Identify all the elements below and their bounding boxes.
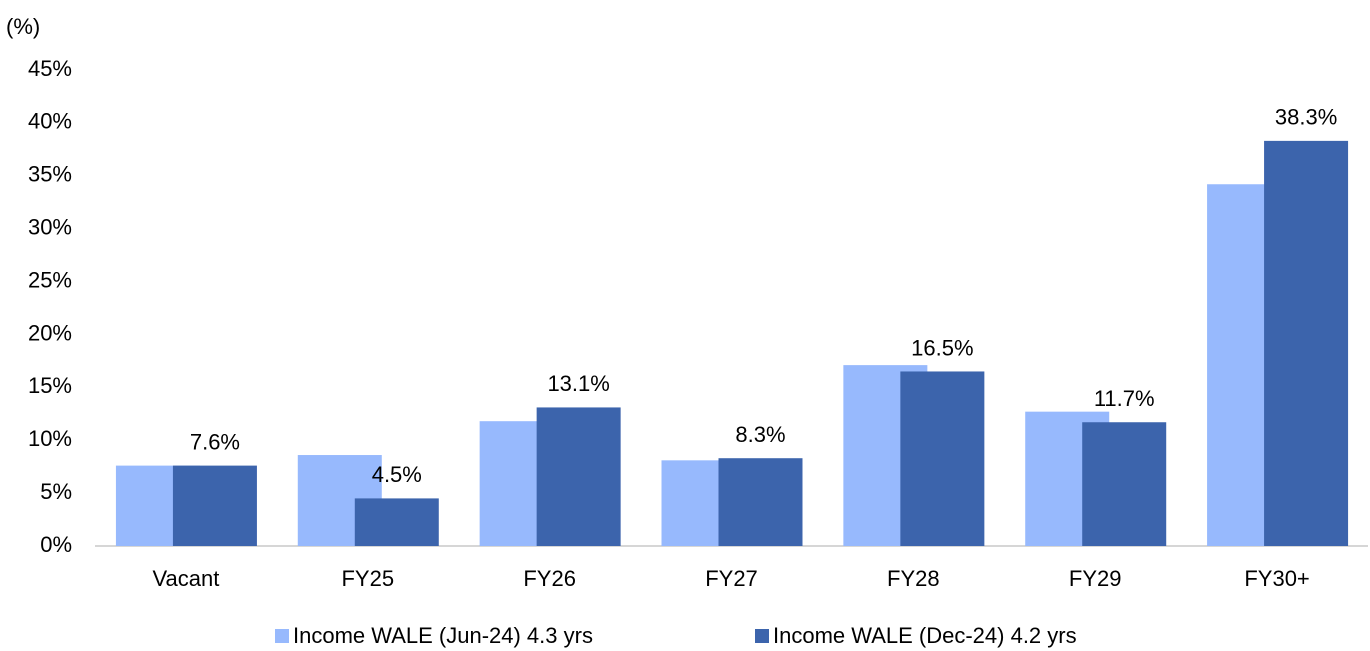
y-tick-label: 20% <box>28 320 72 345</box>
data-label: 7.6% <box>190 429 240 454</box>
bar <box>1082 422 1167 546</box>
bar <box>1264 140 1349 547</box>
x-tick-label: FY27 <box>705 566 758 591</box>
bar <box>536 407 621 546</box>
y-tick-label: 10% <box>28 426 72 451</box>
legend-swatch <box>755 629 769 643</box>
data-label: 11.7% <box>1094 386 1155 411</box>
data-label: 13.1% <box>547 371 609 396</box>
data-label: 8.3% <box>735 422 785 447</box>
x-tick-label: FY25 <box>341 566 394 591</box>
y-tick-label: 0% <box>40 532 72 557</box>
legend-label: Income WALE (Jun-24) 4.3 yrs <box>293 623 593 648</box>
y-tick-label: 25% <box>28 267 72 292</box>
bar <box>354 498 439 546</box>
y-tick-label: 45% <box>28 56 72 81</box>
y-tick-label: 35% <box>28 162 72 187</box>
x-tick-label: FY28 <box>887 566 940 591</box>
bar <box>900 371 985 546</box>
x-tick-label: FY26 <box>523 566 576 591</box>
y-tick-label: 15% <box>28 373 72 398</box>
legend-swatch <box>275 629 289 643</box>
y-tick-label: 5% <box>40 479 72 504</box>
y-unit-label: (%) <box>6 14 40 39</box>
x-tick-label: Vacant <box>152 566 219 591</box>
bar <box>172 465 257 546</box>
data-label: 16.5% <box>911 335 973 360</box>
data-label: 4.5% <box>372 462 422 487</box>
y-tick-label: 40% <box>28 109 72 134</box>
legend-label: Income WALE (Dec-24) 4.2 yrs <box>773 623 1077 648</box>
x-tick-label: FY29 <box>1069 566 1122 591</box>
y-tick-label: 30% <box>28 214 72 239</box>
x-tick-label: FY30+ <box>1244 566 1309 591</box>
data-label: 38.3% <box>1275 105 1337 130</box>
bar <box>718 458 803 546</box>
